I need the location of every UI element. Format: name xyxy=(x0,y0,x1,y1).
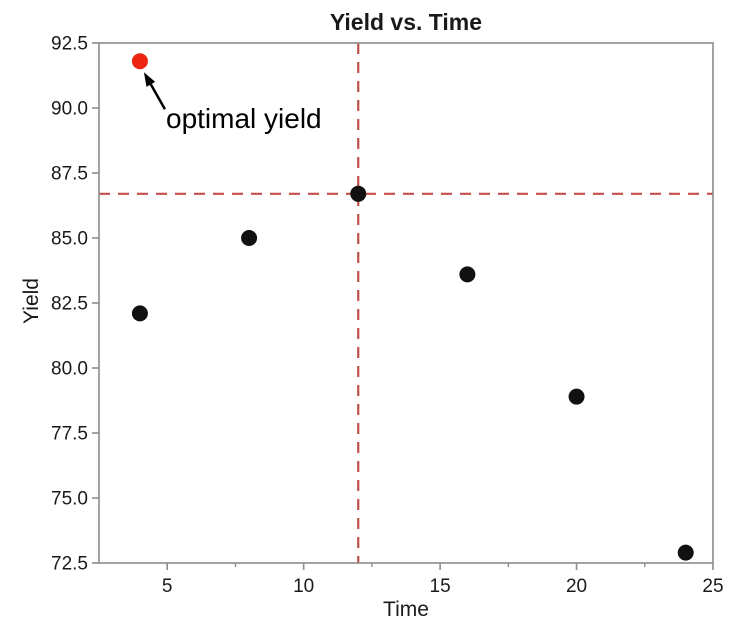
y-tick-label: 72.5 xyxy=(51,554,88,575)
y-tick-label: 82.5 xyxy=(51,294,88,315)
x-tick-label: 20 xyxy=(566,576,587,597)
y-axis-label: Yield xyxy=(20,278,43,324)
y-tick-label: 77.5 xyxy=(51,424,88,445)
annotation-arrow-head xyxy=(143,72,156,87)
y-tick-label: 75.0 xyxy=(51,489,88,510)
x-axis-label: Time xyxy=(383,598,429,621)
data-point xyxy=(131,305,148,322)
data-point xyxy=(350,185,367,202)
x-tick-label: 15 xyxy=(430,576,451,597)
annotation-arrow-line xyxy=(149,83,167,110)
data-point xyxy=(241,230,258,246)
plot-layer: 92.5 90.0 87.5 85.0 82.5 80.0 77.5 75.0 72.5 5 10 1… xyxy=(51,34,724,598)
chart-title: Yield vs. Time xyxy=(330,9,482,35)
data-point xyxy=(568,388,585,405)
x-tick-label: 5 xyxy=(162,576,173,597)
annotation-optimal-yield: optimal yield xyxy=(166,103,322,134)
x-tick-label: 10 xyxy=(293,576,314,597)
y-tick-label: 92.5 xyxy=(51,34,88,55)
y-tick-label: 90.0 xyxy=(51,99,88,120)
y-tick-label: 80.0 xyxy=(51,359,88,380)
optimal-point xyxy=(131,53,148,70)
y-tick-label: 87.5 xyxy=(51,164,88,185)
data-point xyxy=(459,266,476,283)
y-tick-label: 85.0 xyxy=(51,229,88,250)
x-tick-label: 25 xyxy=(702,576,723,597)
data-point xyxy=(677,544,694,561)
